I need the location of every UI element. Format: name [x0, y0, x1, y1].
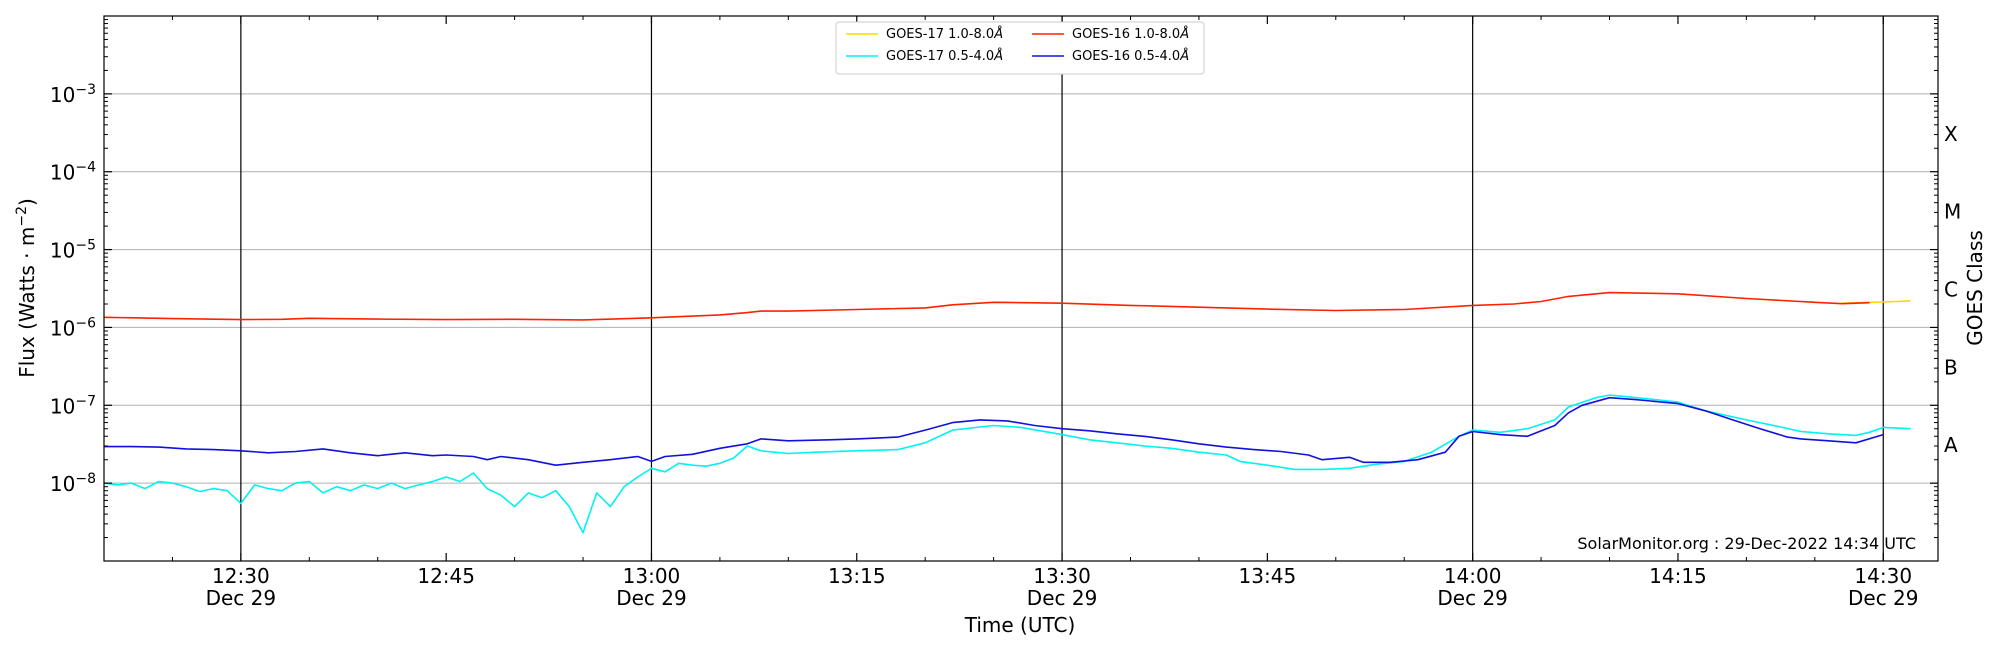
y-axis-title-exponent: −2	[14, 206, 30, 227]
y-tick-label: 10−8	[50, 471, 96, 496]
x-tick-label: 12:45	[417, 564, 475, 588]
watermark: SolarMonitor.org : 29-Dec-2022 14:34 UTC	[1577, 534, 1916, 553]
legend-label-text: GOES-16 1.0-8.0	[1072, 27, 1180, 42]
y-tick-base: 10	[50, 83, 75, 107]
x-tick-label: 14:15	[1649, 564, 1707, 588]
x-tick-date-label: Dec 29	[1027, 586, 1098, 610]
y-tick-exponent: −5	[75, 238, 96, 254]
x-tick-date-label: Dec 29	[1437, 586, 1508, 610]
legend-label-text: GOES-17 0.5-4.0	[886, 49, 994, 64]
y-tick-exponent: −4	[75, 160, 96, 176]
y-tick-labels: 10−810−710−610−510−410−3	[50, 82, 96, 496]
axis-ticks	[103, 16, 1938, 561]
y-tick-base: 10	[50, 316, 75, 340]
x-tick-label: 13:45	[1239, 564, 1297, 588]
y-tick-exponent: −3	[75, 82, 96, 98]
grid-lines	[104, 93, 1938, 484]
y-tick-base: 10	[50, 239, 75, 263]
goes-class-label: C	[1944, 278, 1958, 302]
y-tick-base: 10	[50, 394, 75, 418]
legend-label-unit: Å	[993, 48, 1003, 64]
x-axis-title: Time (UTC)	[964, 613, 1076, 637]
legend-label-unit: Å	[1179, 26, 1189, 42]
day-marker-lines	[240, 16, 1884, 561]
x-tick-label: 12:30	[212, 564, 270, 588]
goes-class-label: X	[1944, 122, 1958, 146]
x-tick-label: 14:00	[1444, 564, 1502, 588]
y-tick-label: 10−3	[50, 82, 96, 107]
series-lines	[103, 291, 1911, 534]
x-tick-label: 13:15	[828, 564, 886, 588]
x-tick-date-label: Dec 29	[616, 586, 687, 610]
x-tick-label: 14:30	[1854, 564, 1912, 588]
y-tick-base: 10	[50, 472, 75, 496]
legend-label-text: GOES-16 0.5-4.0	[1072, 49, 1180, 64]
y-tick-exponent: −7	[75, 393, 96, 409]
legend-box	[835, 21, 1205, 75]
y-axis-title: Flux (Watts · m−2)	[14, 198, 39, 378]
right-axis-title: GOES Class	[1963, 230, 1987, 346]
x-tick-label: 13:30	[1033, 564, 1091, 588]
y-tick-label: 10−5	[50, 238, 96, 263]
y-tick-label: 10−7	[50, 393, 96, 418]
y-tick-label: 10−6	[50, 315, 96, 340]
goes-class-label: M	[1944, 200, 1961, 224]
goes-class-label: B	[1944, 355, 1958, 379]
y-tick-label: 10−4	[50, 160, 96, 185]
legend-label: GOES-17 0.5-4.0Å	[886, 48, 1003, 64]
plot-frame	[103, 15, 1939, 562]
series-line-goes-17-0-5-4-0	[103, 394, 1911, 534]
x-tick-date-label: Dec 29	[1848, 586, 1919, 610]
goes-class-labels: A B C M X	[1944, 122, 1961, 457]
goes-class-label: A	[1944, 433, 1958, 457]
legend-label: GOES-17 1.0-8.0Å	[886, 26, 1003, 42]
legend-label-unit: Å	[993, 26, 1003, 42]
legend-label: GOES-16 0.5-4.0Å	[1072, 48, 1189, 64]
x-tick-date-label: Dec 29	[206, 586, 277, 610]
legend-label: GOES-16 1.0-8.0Å	[1072, 26, 1189, 42]
series-line-goes-16-0-5-4-0	[104, 396, 1884, 467]
plot-background	[104, 16, 1938, 561]
legend-label-unit: Å	[1179, 48, 1189, 64]
series-line-goes-16-1-0-8-0	[103, 291, 1870, 321]
y-tick-base: 10	[50, 161, 75, 185]
y-tick-exponent: −6	[75, 315, 96, 331]
legend-label-text: GOES-17 1.0-8.0	[886, 27, 994, 42]
x-tick-label: 13:00	[623, 564, 681, 588]
y-tick-exponent: −8	[75, 471, 96, 487]
